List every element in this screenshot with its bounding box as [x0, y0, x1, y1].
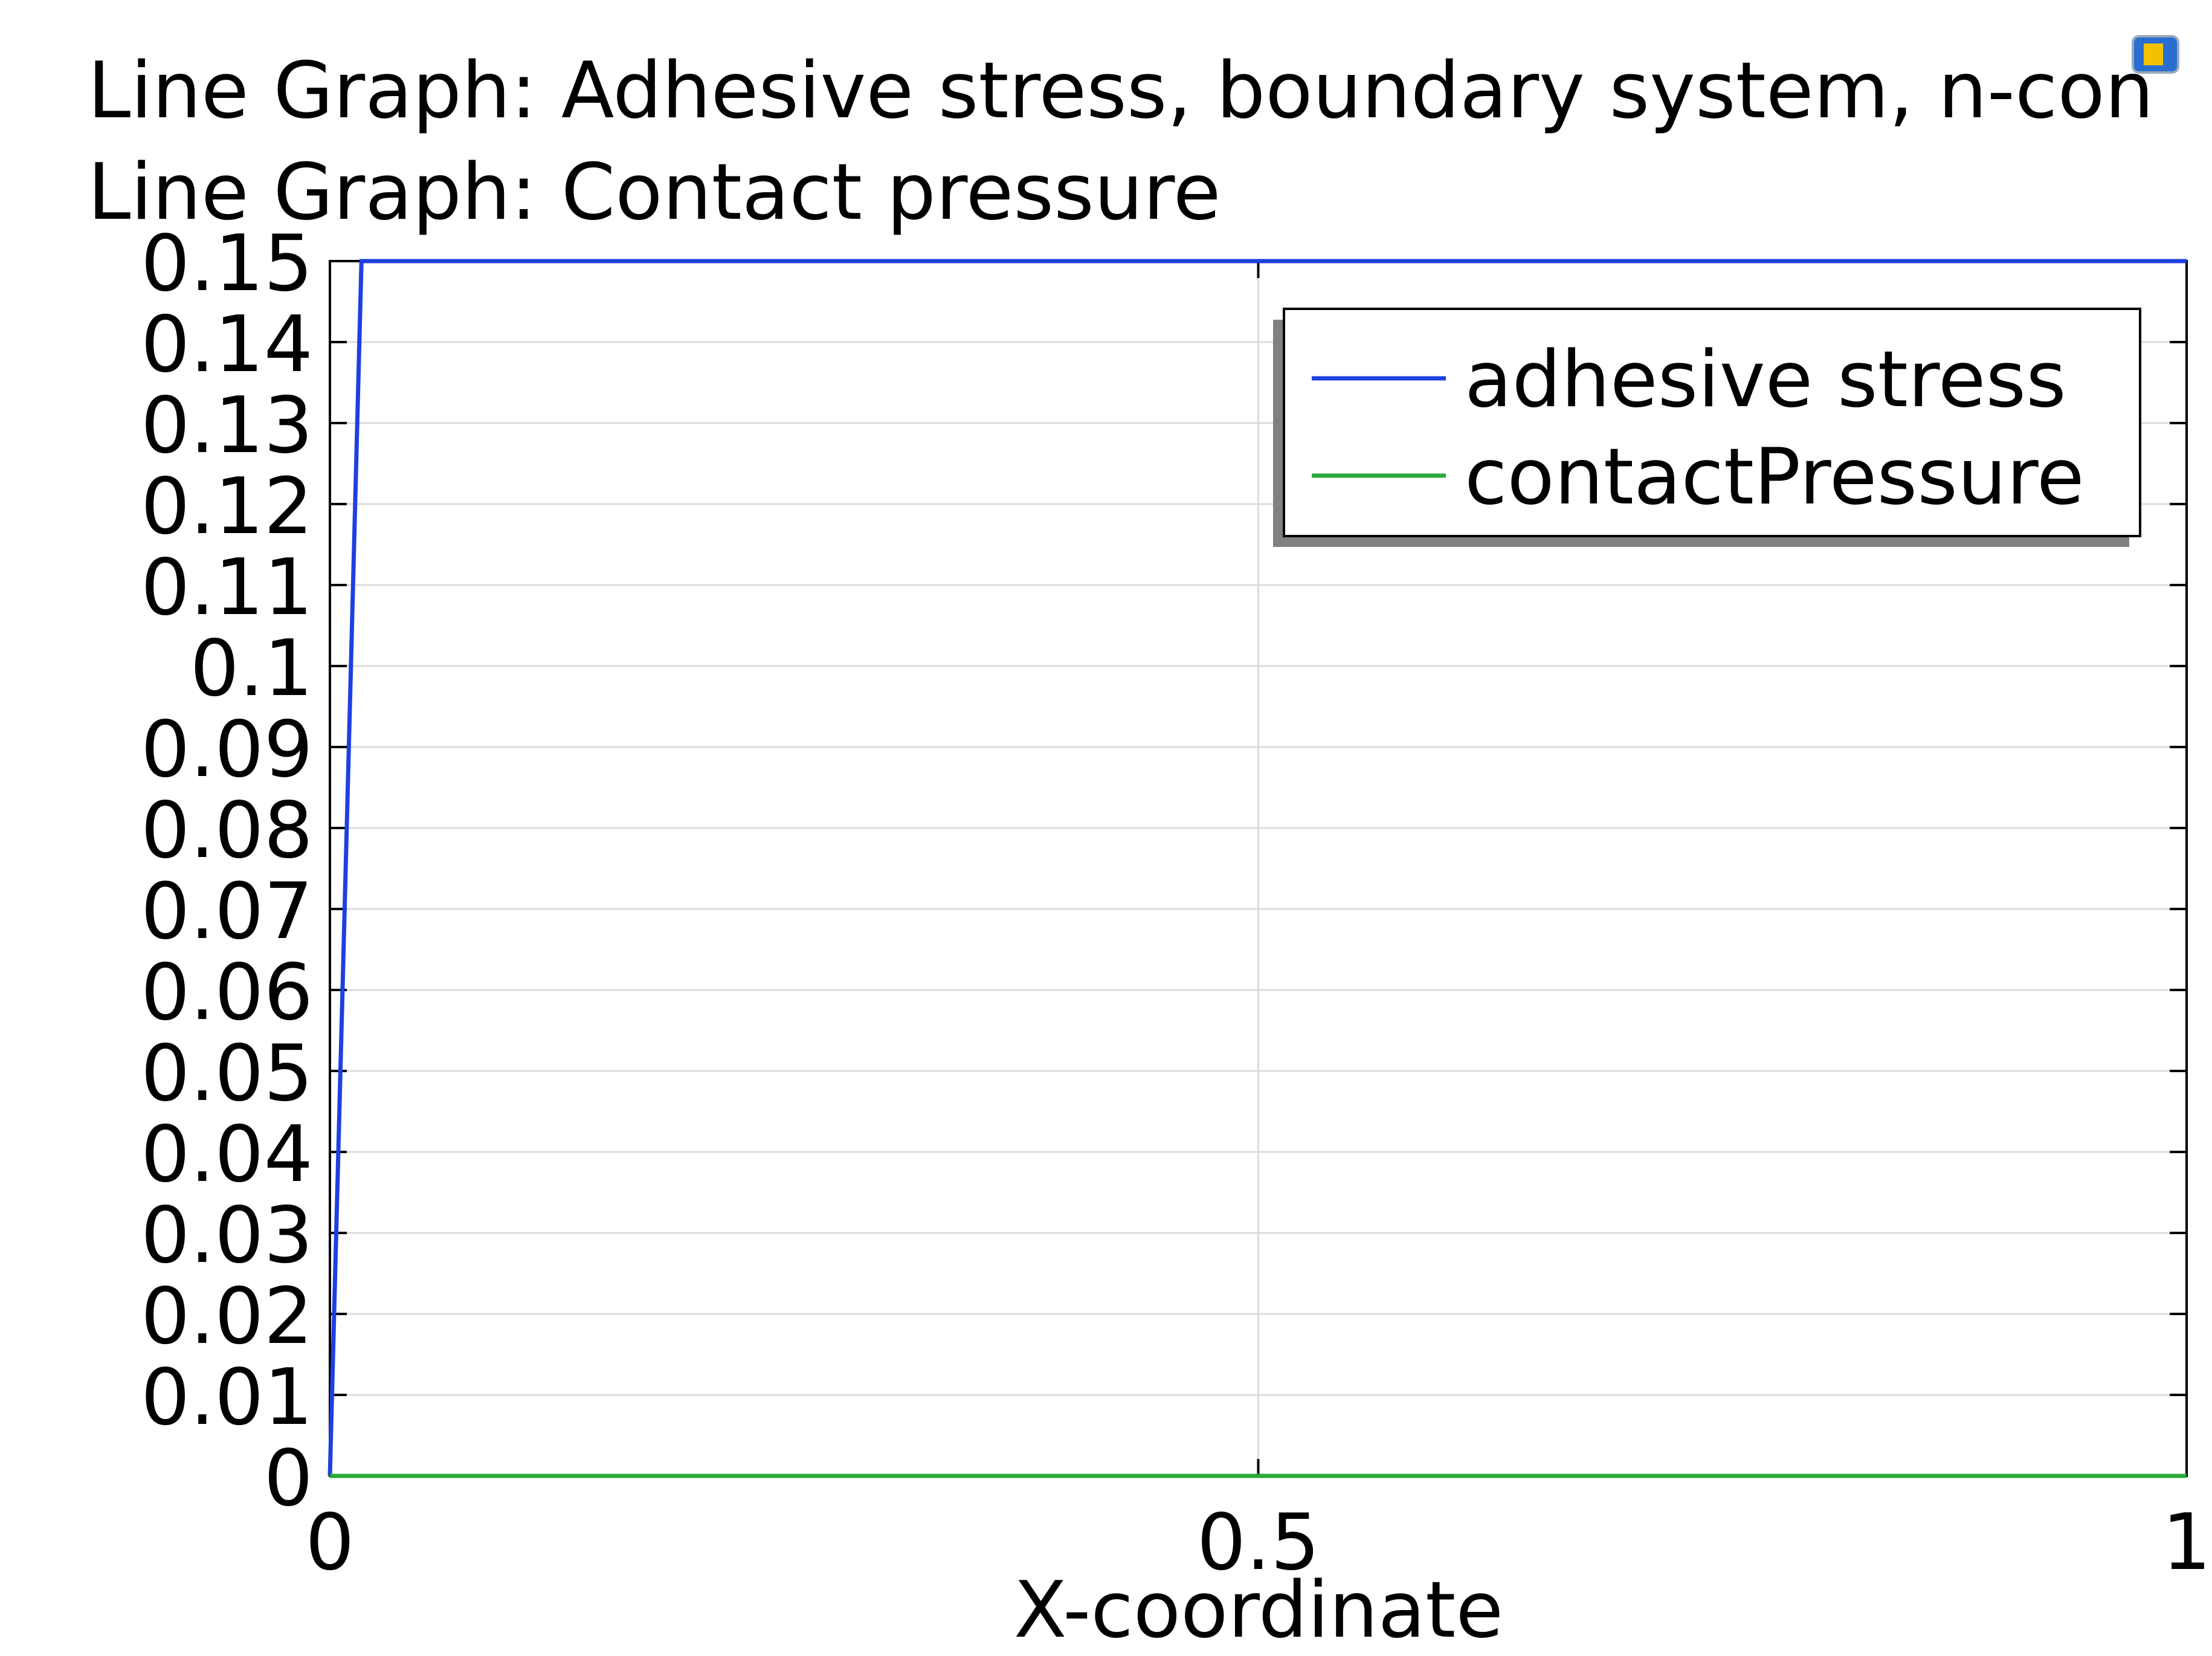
- app-icon-inner: [2144, 44, 2163, 65]
- x-tick-label: 0: [305, 1498, 354, 1588]
- y-tick-label: 0.02: [141, 1272, 313, 1362]
- y-tick-label: 0.12: [141, 462, 313, 552]
- legend-label: adhesive stress: [1465, 335, 2066, 425]
- chart-title: Line Graph: Adhesive stress, boundary sy…: [88, 46, 2154, 136]
- x-tick-label: 0.5: [1197, 1498, 1320, 1588]
- y-tick-label: 0.05: [141, 1029, 313, 1119]
- x-axis-label: X-coordinate: [1014, 1565, 1503, 1655]
- x-tick-label: 1: [2162, 1498, 2211, 1588]
- chart-subtitle: Line Graph: Contact pressure: [88, 147, 1220, 238]
- y-tick-label: 0.13: [141, 381, 313, 471]
- legend-box: [1283, 308, 2141, 537]
- y-tick-label: 0.09: [141, 705, 313, 795]
- y-tick-label: 0.06: [141, 948, 313, 1038]
- y-tick-label: 0.11: [141, 543, 313, 633]
- y-tick-label: 0.1: [190, 624, 313, 714]
- y-tick-label: 0.01: [141, 1353, 313, 1443]
- y-tick-label: 0.08: [141, 786, 313, 876]
- legend-label: contactPressure: [1465, 432, 2085, 522]
- y-tick-label: 0.07: [141, 867, 313, 957]
- y-tick-label: 0.15: [141, 219, 313, 309]
- y-tick-label: 0.04: [141, 1110, 313, 1200]
- y-tick-label: 0.14: [141, 300, 313, 390]
- y-tick-label: 0: [264, 1434, 313, 1524]
- data-line: [327, 259, 2187, 1476]
- y-tick-label: 0.03: [141, 1191, 313, 1281]
